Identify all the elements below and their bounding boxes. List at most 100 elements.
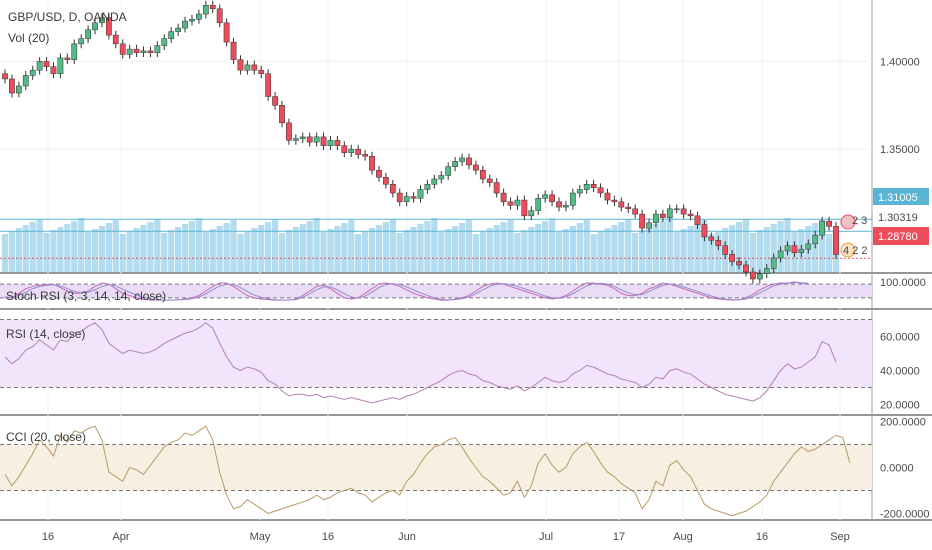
candle-body bbox=[15, 85, 22, 94]
candle-body bbox=[85, 29, 91, 39]
candle-body bbox=[22, 75, 29, 87]
volume-bar bbox=[278, 233, 286, 272]
volume-bar bbox=[334, 226, 341, 272]
volume-bar bbox=[742, 219, 750, 272]
candle-body bbox=[64, 57, 71, 60]
event-marker-2[interactable]: 4 2 2 bbox=[840, 242, 867, 258]
volume-bar bbox=[673, 232, 680, 272]
candle-body bbox=[57, 57, 64, 74]
candle-body bbox=[2, 73, 8, 80]
candle-body bbox=[632, 208, 639, 215]
candle-body bbox=[777, 250, 784, 259]
volume-bar bbox=[22, 225, 29, 272]
volume-bar bbox=[438, 232, 445, 272]
candle-body bbox=[216, 8, 223, 24]
candle-body bbox=[99, 17, 105, 24]
volume-bar bbox=[819, 220, 826, 272]
volume-bar bbox=[382, 222, 389, 272]
y-tick-label: 20.0000 bbox=[880, 400, 920, 412]
candle-body bbox=[521, 199, 528, 217]
candle-body bbox=[320, 136, 327, 146]
event-marker-1[interactable]: 2 3 bbox=[840, 214, 867, 230]
volume-bar bbox=[701, 220, 708, 272]
candle-body bbox=[743, 264, 749, 273]
price-tag-upper-text: 1.31005 bbox=[878, 192, 918, 204]
volume-bar bbox=[8, 231, 16, 272]
candle-body bbox=[819, 220, 826, 236]
candle-body bbox=[175, 27, 182, 32]
volume-bar bbox=[119, 234, 126, 272]
volume-bar bbox=[209, 229, 216, 272]
candle-body bbox=[119, 43, 126, 55]
volume-bar bbox=[230, 220, 237, 272]
candle-body bbox=[563, 205, 569, 208]
candle-body bbox=[639, 213, 645, 229]
candle-body bbox=[549, 194, 555, 203]
candle-body bbox=[507, 201, 514, 206]
y-tick-label: 200.0000 bbox=[880, 417, 926, 429]
volume-bar bbox=[569, 226, 576, 272]
candle-body bbox=[812, 234, 819, 245]
candle-body bbox=[410, 196, 417, 199]
volume-bar bbox=[403, 230, 410, 272]
indicator-line-0-1 bbox=[4, 282, 809, 301]
time-axis: 16 Apr May 16 Jun Jul 17 Aug 16 Sep bbox=[42, 531, 850, 543]
candle-body bbox=[466, 157, 472, 166]
candle-body bbox=[417, 189, 424, 199]
candle-body bbox=[334, 140, 341, 146]
volume-bar bbox=[749, 233, 757, 272]
price-tag-current: 1.28780 bbox=[873, 227, 929, 245]
volume-bar bbox=[375, 225, 383, 272]
x-tick-label: 16 bbox=[42, 531, 54, 543]
volume-bar bbox=[91, 229, 99, 272]
candle-body bbox=[597, 187, 604, 194]
y-tick-label: 1.40000 bbox=[880, 56, 920, 68]
volume-bar bbox=[618, 222, 625, 272]
volume-bar bbox=[583, 220, 590, 272]
candle-body bbox=[112, 34, 119, 45]
volume-bar bbox=[244, 231, 251, 272]
volume-bar bbox=[368, 228, 376, 272]
candle-body bbox=[348, 148, 355, 153]
volume-bar bbox=[645, 227, 653, 272]
volume-bar bbox=[265, 222, 272, 272]
y-tick-label: 1.35000 bbox=[880, 144, 920, 156]
volume-bars bbox=[1, 218, 840, 272]
volume-bar bbox=[43, 233, 50, 272]
price-tag-upper: 1.31005 bbox=[873, 188, 929, 205]
candle-body bbox=[9, 78, 15, 94]
volume-bar bbox=[140, 225, 147, 272]
candle-body bbox=[473, 164, 479, 171]
volume-bar bbox=[29, 222, 36, 272]
volume-bar bbox=[161, 233, 168, 272]
candle-body bbox=[230, 41, 237, 60]
volume-bar bbox=[763, 227, 770, 272]
volume-bar bbox=[202, 232, 209, 272]
volume-bar bbox=[168, 230, 175, 272]
candle-body bbox=[715, 240, 722, 246]
candle-body bbox=[687, 213, 694, 217]
volume-bar bbox=[188, 221, 196, 272]
price-tag-middle: 1.30319 bbox=[873, 208, 929, 225]
x-tick-label: May bbox=[250, 531, 271, 543]
candle-body bbox=[459, 157, 465, 162]
indicator-band-1 bbox=[0, 319, 872, 388]
volume-bar bbox=[285, 230, 293, 272]
candle-body bbox=[445, 166, 452, 176]
rsi-label: RSI (14, close) bbox=[6, 327, 85, 341]
volume-bar bbox=[638, 230, 646, 272]
volume-bar bbox=[313, 218, 320, 272]
volume-bar bbox=[112, 220, 119, 272]
volume-bar bbox=[735, 222, 743, 272]
volume-bar bbox=[84, 232, 92, 272]
candle-body bbox=[168, 31, 175, 39]
indicator-line-2-0 bbox=[4, 425, 851, 517]
volume-bar bbox=[348, 220, 355, 272]
candle-body bbox=[673, 208, 680, 211]
candle-body bbox=[618, 201, 625, 208]
x-tick-label: Apr bbox=[112, 531, 129, 543]
candle-body bbox=[756, 273, 763, 280]
volume-bar bbox=[625, 219, 632, 272]
volume-bar bbox=[64, 224, 71, 272]
volume-bar bbox=[237, 234, 244, 272]
